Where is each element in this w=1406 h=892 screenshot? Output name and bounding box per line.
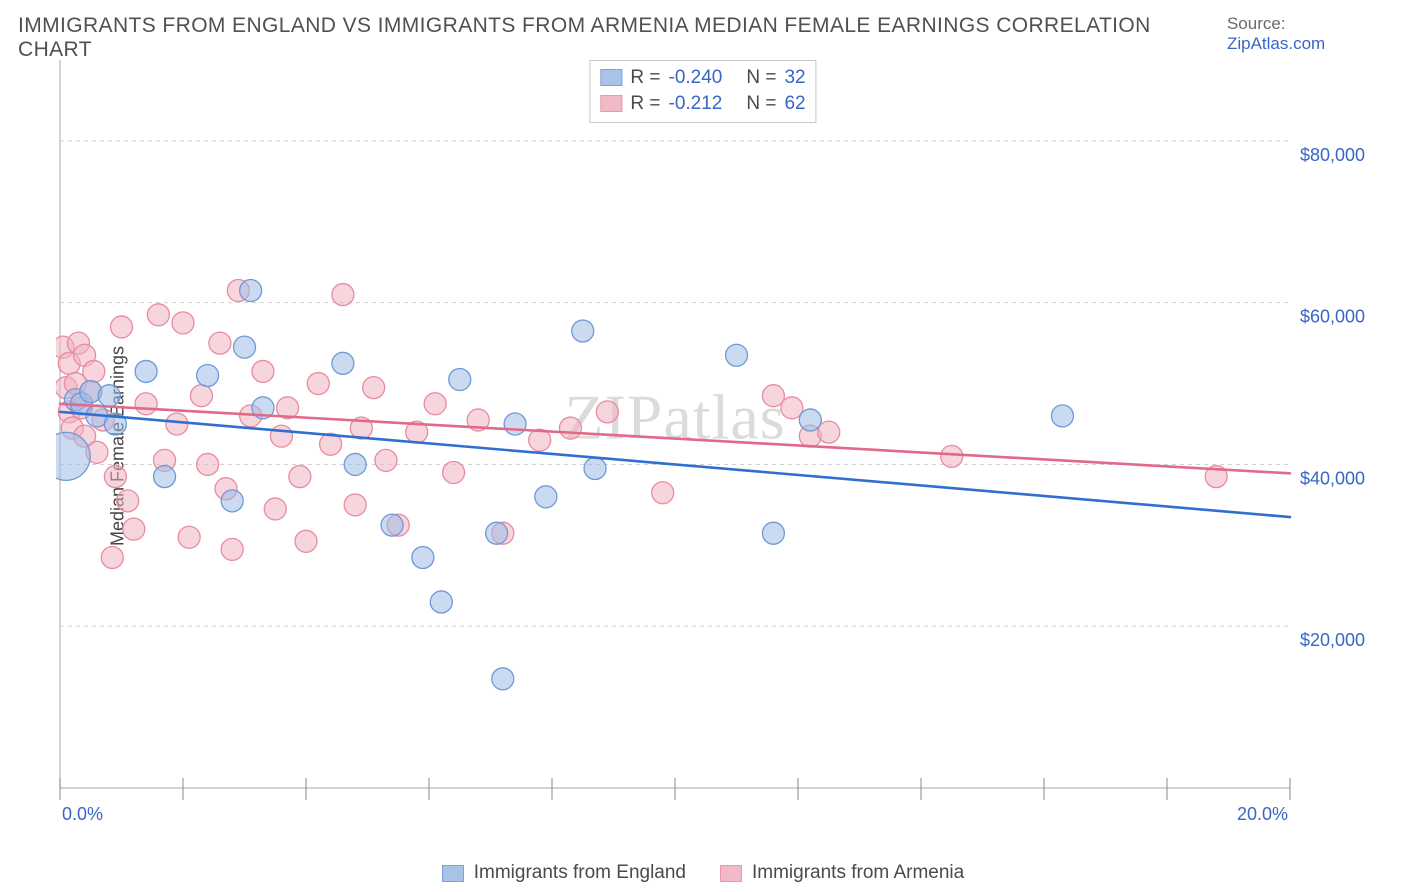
stats-row-0: R = -0.240 N = 32: [600, 65, 805, 91]
chart-title: IMMIGRANTS FROM ENGLAND VS IMMIGRANTS FR…: [18, 14, 1227, 62]
legend-item-1: Immigrants from Armenia: [720, 862, 964, 884]
stat-r-value: -0.240: [668, 65, 722, 91]
title-row: IMMIGRANTS FROM ENGLAND VS IMMIGRANTS FR…: [18, 14, 1388, 62]
swatch-icon: [720, 865, 742, 882]
svg-text:20.0%: 20.0%: [1237, 804, 1288, 824]
stat-n-label: N =: [746, 65, 776, 91]
legend-label: Immigrants from Armenia: [752, 862, 964, 884]
stat-n-value: 62: [784, 91, 805, 117]
plot-surface: $20,000$40,000$60,000$80,0000.0%20.0%ZIP…: [56, 56, 1388, 836]
svg-text:$60,000: $60,000: [1300, 307, 1365, 327]
stats-legend: R = -0.240 N = 32 R = -0.212 N = 62: [589, 60, 816, 123]
stat-r-value: -0.212: [668, 91, 722, 117]
swatch-icon: [442, 865, 464, 882]
chart-area: Median Female Earnings $20,000$40,000$60…: [18, 56, 1388, 836]
svg-text:$40,000: $40,000: [1300, 468, 1365, 488]
chart-container: IMMIGRANTS FROM ENGLAND VS IMMIGRANTS FR…: [0, 0, 1406, 892]
swatch-icon: [600, 69, 622, 86]
stat-r-label: R =: [630, 91, 660, 117]
legend-item-0: Immigrants from England: [442, 862, 686, 884]
svg-text:$20,000: $20,000: [1300, 630, 1365, 650]
stat-n-label: N =: [746, 91, 776, 117]
stats-row-1: R = -0.212 N = 62: [600, 91, 805, 117]
svg-text:0.0%: 0.0%: [62, 804, 103, 824]
stat-r-label: R =: [630, 65, 660, 91]
source-link[interactable]: ZipAtlas.com: [1227, 34, 1325, 53]
bottom-legend: Immigrants from England Immigrants from …: [0, 862, 1406, 884]
source-prefix: Source:: [1227, 14, 1286, 33]
plot-svg: $20,000$40,000$60,000$80,0000.0%20.0%ZIP…: [56, 56, 1388, 836]
stat-n-value: 32: [784, 65, 805, 91]
swatch-icon: [600, 95, 622, 112]
source-credit: Source: ZipAtlas.com: [1227, 14, 1388, 54]
legend-label: Immigrants from England: [474, 862, 686, 884]
svg-text:$80,000: $80,000: [1300, 145, 1365, 165]
